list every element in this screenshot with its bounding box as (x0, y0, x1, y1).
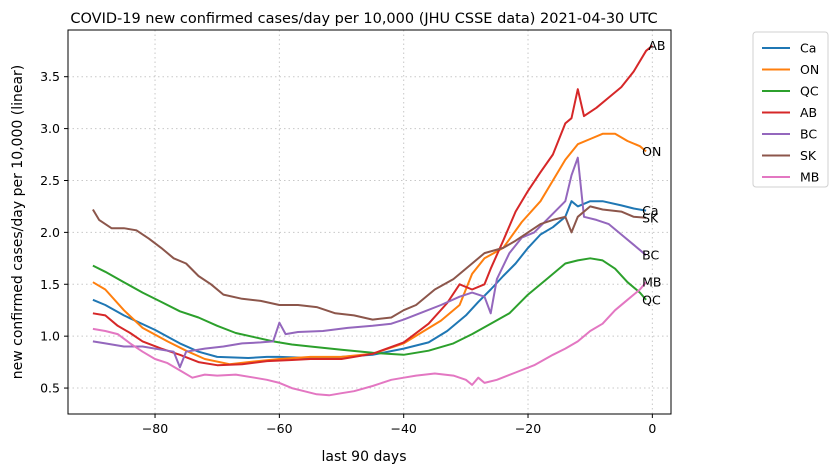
legend-label-bc: BC (800, 127, 817, 142)
x-axis-label: last 90 days (321, 449, 406, 465)
end-label-bc: BC (642, 248, 659, 263)
plot-frame (67, 29, 672, 415)
legend-box (752, 31, 829, 188)
x-tick-label: −60 (266, 421, 292, 436)
series-line-mb (92, 281, 647, 397)
series-line-qc (92, 257, 647, 356)
legend-label-ab: AB (800, 105, 817, 120)
legend-label-sk: SK (800, 148, 817, 163)
x-tick-label: −80 (142, 421, 168, 436)
end-label-ab: AB (648, 38, 665, 53)
series-line-on (92, 132, 647, 366)
y-tick-label: 1.5 (40, 277, 60, 292)
end-label-on: ON (642, 144, 661, 159)
legend-label-on: ON (800, 62, 819, 77)
axis-ticks: −80 −60 −40 −20 0 0.5 1.0 1.5 2.0 2.5 3.0 3.5 (40, 69, 656, 436)
x-tick-label: 0 (648, 421, 656, 436)
series-line-ab (92, 44, 654, 367)
legend: Ca ON QC AB BC SK MB (752, 31, 829, 188)
series-line-sk (92, 205, 647, 321)
y-tick-label: 1.0 (40, 329, 60, 344)
y-tick-label: 0.5 (40, 381, 60, 396)
x-tick-label: −40 (390, 421, 416, 436)
x-tick-label: −20 (515, 421, 541, 436)
y-tick-label: 2.0 (40, 225, 60, 240)
series-lines (92, 44, 654, 397)
end-label-sk: SK (642, 210, 659, 225)
series-line-ca (92, 200, 647, 359)
y-tick-label: 2.5 (40, 173, 60, 188)
series-end-labels: Ca ON QC AB BC SK MB (642, 38, 665, 307)
end-label-qc: QC (642, 292, 661, 307)
legend-label-ca: Ca (800, 41, 816, 56)
gridlines (68, 30, 671, 414)
y-tick-label: 3.0 (40, 121, 60, 136)
legend-label-mb: MB (800, 170, 819, 185)
chart-title: COVID-19 new confirmed cases/day per 10,… (70, 11, 657, 27)
y-tick-label: 3.5 (40, 69, 60, 84)
series-line-bc (92, 156, 647, 369)
end-label-mb: MB (642, 275, 661, 290)
y-axis-label: new confirmed cases/day per 10,000 (line… (10, 65, 26, 380)
legend-label-qc: QC (800, 84, 819, 99)
end-label-ca: Ca (642, 203, 658, 218)
